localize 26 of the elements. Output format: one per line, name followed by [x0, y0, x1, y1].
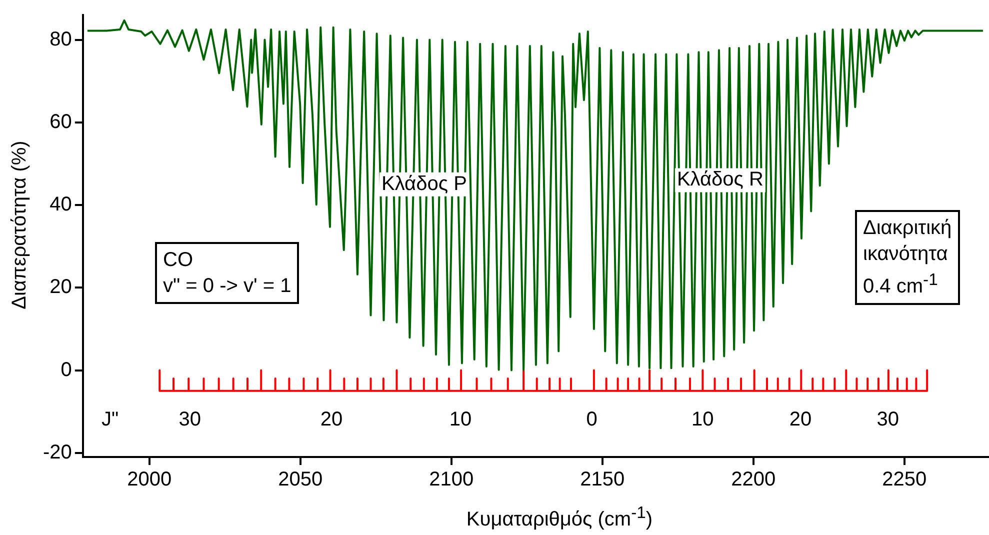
x-tick-label: 2200	[731, 468, 776, 491]
annotation: CO v" = 0 -> v' = 1	[155, 242, 300, 304]
x-tick-label: 2050	[278, 468, 323, 491]
annotation: 20	[320, 408, 343, 430]
y-axis-title: Διαπερατότητα (%)	[8, 140, 32, 310]
x-tick-label: 2100	[429, 468, 474, 491]
annotation: 10	[449, 408, 472, 430]
x-tick-label: 2000	[127, 468, 172, 491]
x-tick-label: 2150	[580, 468, 625, 491]
y-tick-label: -20	[43, 441, 72, 464]
annotation: Διακριτική ικανότητα 0.4 cm$^{-1}$	[855, 210, 960, 305]
annotation: 0	[586, 408, 598, 430]
annotation: Κλάδος R	[676, 168, 764, 191]
annotation: Κλάδος P	[382, 172, 467, 195]
x-tick-label: 2250	[882, 468, 927, 491]
y-tick-label: 20	[50, 276, 72, 298]
y-tick-label: 40	[50, 194, 72, 216]
annotation: 10	[692, 408, 714, 430]
y-tick-label: 60	[50, 110, 72, 133]
y-tick-label: 80	[50, 28, 72, 50]
annotation: 30	[178, 408, 201, 430]
annotation: 20	[789, 408, 812, 430]
y-tick-label: 0	[60, 358, 72, 381]
annotation: J"	[102, 408, 119, 430]
annotation: 30	[876, 408, 899, 430]
x-axis-title: Κυματαριθμός (cm$^{-1}$)	[465, 503, 654, 532]
